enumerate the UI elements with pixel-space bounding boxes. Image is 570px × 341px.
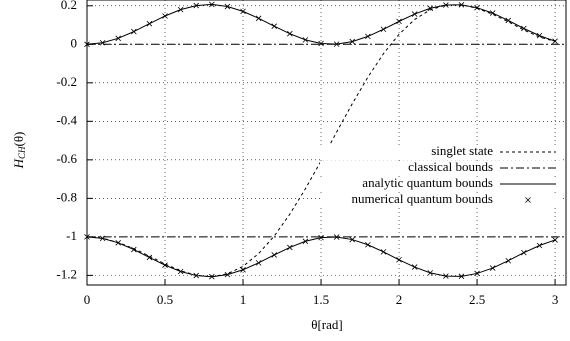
data-point <box>521 25 527 32</box>
y-axis-label: HCH(θ) <box>11 132 27 170</box>
data-point <box>271 252 278 258</box>
legend-symbol <box>525 197 531 203</box>
data-point <box>255 15 262 22</box>
x-axis-label: θ[rad] <box>311 317 342 332</box>
data-point <box>224 3 231 10</box>
data-point <box>536 32 543 39</box>
y-tick-label: 0 <box>71 35 78 50</box>
data-point <box>318 234 324 241</box>
data-point <box>396 18 402 25</box>
data-point <box>458 273 465 280</box>
data-point <box>443 2 449 8</box>
y-tick-label: -0.4 <box>56 112 77 127</box>
data-point <box>474 270 480 277</box>
data-point <box>287 244 293 251</box>
plot-frame <box>86 0 567 286</box>
x-tick-label: 1.5 <box>313 292 329 307</box>
data-point <box>115 35 121 42</box>
y-tick-label: 0.2 <box>61 0 77 12</box>
data-point <box>427 5 434 12</box>
data-point <box>489 265 496 271</box>
data-point <box>489 10 496 16</box>
legend-bg <box>320 145 560 160</box>
y-label-rest: (θ) <box>11 132 26 147</box>
data-point <box>146 20 153 27</box>
x-tick-label: 1 <box>240 292 247 307</box>
data-point <box>443 273 449 279</box>
data-point <box>365 33 371 40</box>
x-tick-label: 3 <box>552 292 559 307</box>
data-point <box>536 242 543 249</box>
data-point <box>271 23 278 29</box>
legend-label: singlet state <box>431 143 493 158</box>
y-tick-label: -0.6 <box>56 151 77 166</box>
y-tick-label: -0.2 <box>56 74 77 89</box>
legend-label: classical bounds <box>408 159 493 174</box>
data-point <box>99 235 106 242</box>
data-point <box>552 237 558 243</box>
y-tick-label: -0.8 <box>56 189 77 204</box>
y-label-sub: CH <box>17 146 27 159</box>
data-point <box>193 272 200 279</box>
data-point <box>349 236 356 243</box>
data-point <box>411 11 418 17</box>
data-point <box>380 249 387 255</box>
data-point <box>521 249 527 256</box>
x-tick-label: 0.5 <box>157 292 173 307</box>
data-point <box>115 240 121 246</box>
data-point <box>474 4 480 11</box>
data-point <box>99 39 106 46</box>
data-point <box>333 41 340 47</box>
data-point <box>162 262 168 268</box>
data-point <box>427 270 434 276</box>
data-point <box>240 8 246 15</box>
data-point <box>365 241 371 248</box>
data-point <box>255 260 262 266</box>
data-point <box>380 26 387 33</box>
data-point <box>177 268 184 275</box>
x-tick-label: 0 <box>84 292 91 307</box>
data-point <box>193 2 200 9</box>
series-line <box>86 4 556 278</box>
x-tick-label: 2 <box>396 292 403 307</box>
data-point <box>333 234 340 240</box>
legend-label: numerical quantum bounds <box>351 191 493 206</box>
data-point <box>552 38 558 44</box>
data-point <box>505 17 512 24</box>
data-point <box>131 246 137 253</box>
data-point <box>224 271 231 278</box>
data-point <box>162 13 168 19</box>
y-tick-label: -1 <box>66 228 77 243</box>
data-point <box>411 264 418 270</box>
data-point <box>177 6 184 13</box>
data-point <box>349 38 356 45</box>
data-point <box>287 30 293 37</box>
data-point <box>209 1 215 8</box>
legend-bg <box>320 161 560 176</box>
legend-label: analytic quantum bounds <box>362 175 493 190</box>
data-point <box>302 238 309 245</box>
data-point <box>302 37 309 43</box>
y-tick-label: -1.2 <box>56 266 77 281</box>
y-label-base: H <box>11 158 26 169</box>
data-point <box>209 273 215 280</box>
data-point <box>131 28 137 35</box>
data-point <box>458 2 465 8</box>
data-point <box>318 40 324 47</box>
data-point <box>396 256 402 263</box>
legend-bg <box>320 177 560 192</box>
legend-bg <box>320 193 560 208</box>
data-point <box>84 234 90 240</box>
data-point <box>84 41 90 48</box>
x-tick-label: 2.5 <box>469 292 485 307</box>
data-point <box>146 254 153 261</box>
data-point <box>240 267 246 273</box>
data-point <box>505 257 512 264</box>
